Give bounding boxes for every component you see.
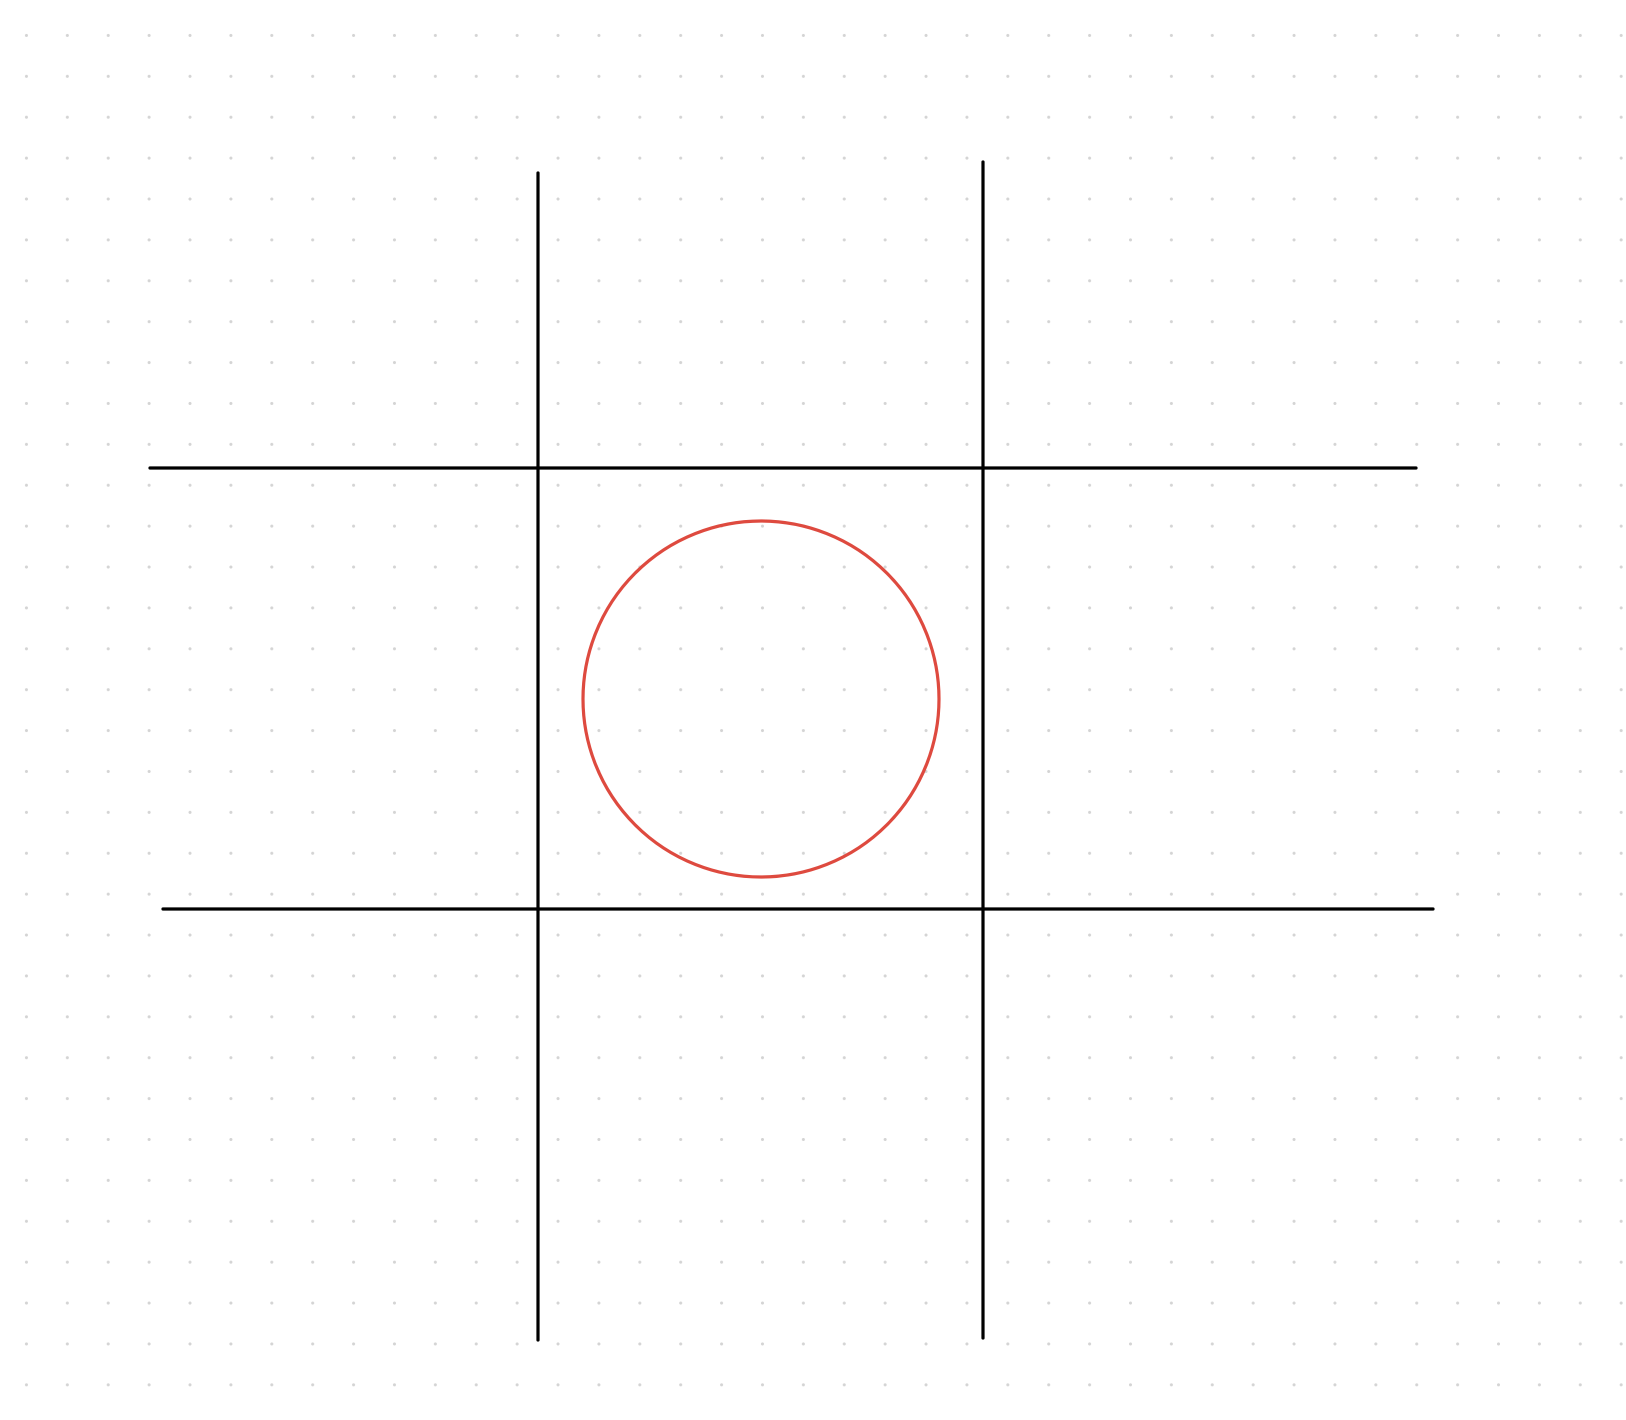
board-cell-r1-c2[interactable] [538, 170, 983, 468]
board-cell-r2-c2[interactable] [538, 468, 983, 909]
o-mark [581, 519, 941, 879]
board-cell-r2-c3[interactable] [983, 468, 1420, 909]
board-cell-r2-c1[interactable] [150, 468, 538, 909]
board-cell-r1-c3[interactable] [983, 170, 1420, 468]
board-cells [150, 170, 1420, 1338]
board-cell-r3-c1[interactable] [150, 909, 538, 1338]
board-cell-r3-c2[interactable] [538, 909, 983, 1338]
board-cell-r3-c3[interactable] [983, 909, 1420, 1338]
board-marks [581, 519, 941, 879]
board-cell-r1-c1[interactable] [150, 170, 538, 468]
